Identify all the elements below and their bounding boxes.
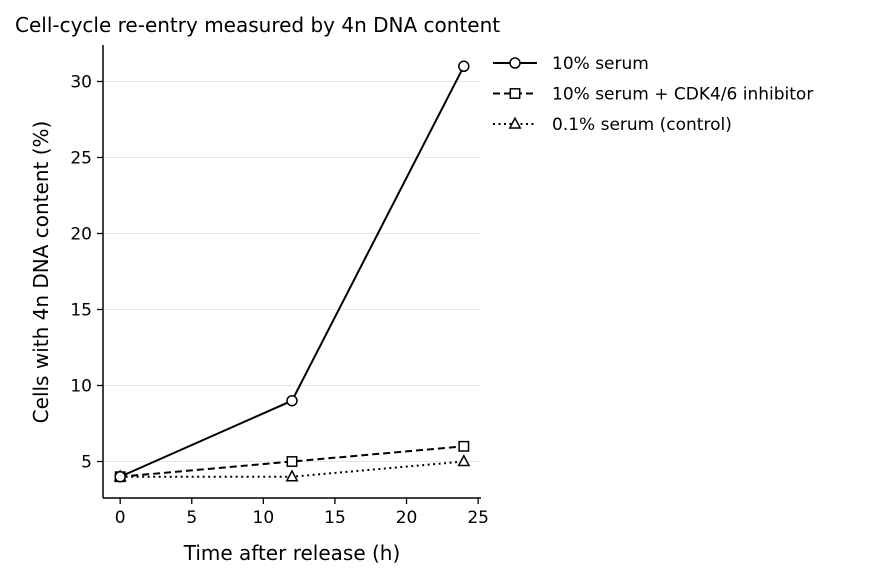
gridlines [103,80,481,463]
axes [102,45,481,499]
ticks: 0 5 10 15 20 25 5 10 15 20 25 30 [70,72,489,528]
x-tick-label-0: 0 [115,508,126,528]
data-point-s1-1 [286,456,298,467]
series-line-0 [119,65,465,478]
data-point-s2-1 [285,469,299,482]
chart-title: Cell-cycle re-entry measured by 4n DNA c… [15,13,500,37]
data-point-s0-1 [286,394,298,407]
y-tick-label-15: 15 [70,301,92,321]
legend-marker-0 [509,57,521,69]
y-tick-label-25: 25 [70,148,92,168]
legend-marker-1 [509,88,521,99]
legend-label-0: 10% serum [552,54,649,74]
x-tick-label-20: 20 [396,508,418,528]
y-axis-label: Cells with 4n DNA content (%) [29,121,53,424]
y-tick-label-20: 20 [70,224,92,244]
series-line-1 [120,445,464,478]
data-point-s0-0 [114,470,126,483]
legend-label-2: 0.1% serum (control) [552,115,732,135]
x-tick-label-5: 5 [186,508,197,528]
legend-label-1: 10% serum + CDK4/6 inhibitor [552,85,813,105]
x-axis-label: Time after release (h) [183,541,401,565]
series-lines [113,60,471,483]
legend-marker-2 [508,116,522,129]
data-point-s0-2 [458,60,470,73]
x-tick-label-15: 15 [324,508,346,528]
x-tick-label-25: 25 [467,508,489,528]
y-tick-label-5: 5 [81,453,92,473]
y-tick-label-30: 30 [70,72,92,92]
data-point-s1-2 [458,440,470,452]
legend: 10% serum 10% serum + CDK4/6 inhibitor 0.1… [493,54,813,135]
y-tick-label-10: 10 [70,377,92,397]
x-tick-label-10: 10 [253,508,275,528]
data-point-s2-2 [457,454,471,467]
